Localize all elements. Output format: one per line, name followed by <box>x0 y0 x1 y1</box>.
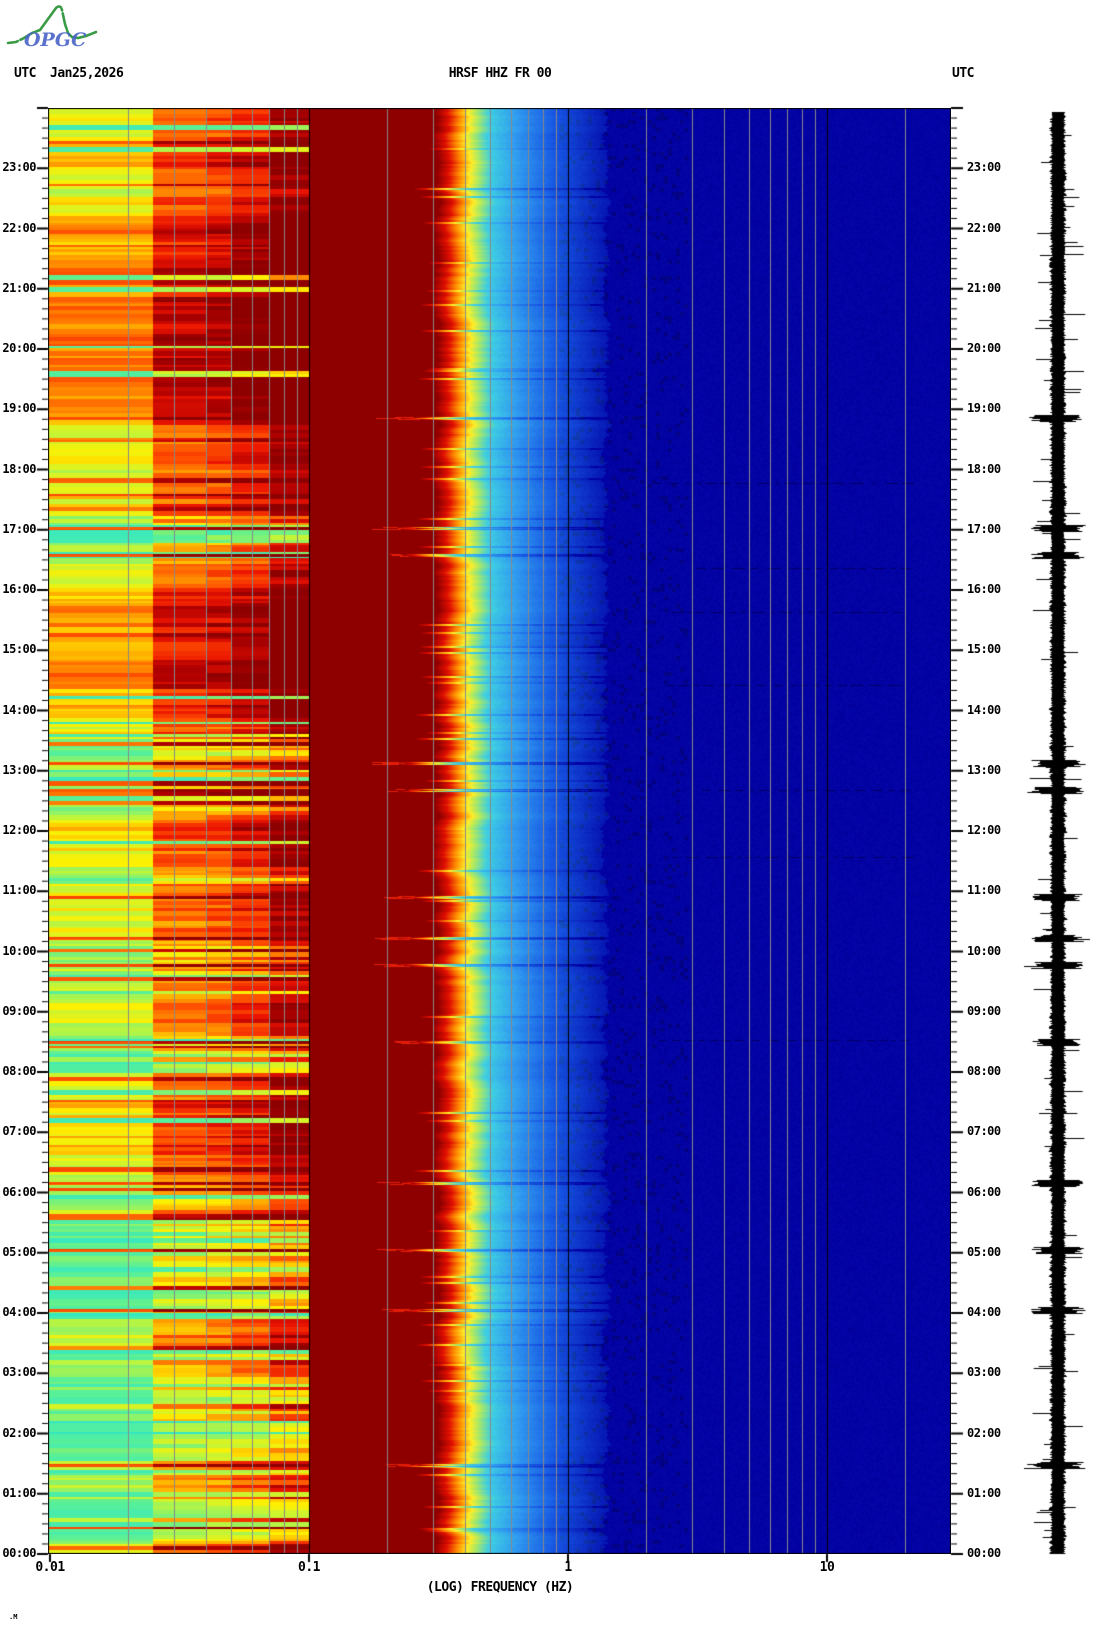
time-label-left: 18:00 <box>2 461 36 476</box>
time-label-right: 00:00 <box>967 1546 1001 1560</box>
time-label-left: 09:00 <box>2 1003 36 1018</box>
time-label-left: 05:00 <box>2 1244 36 1259</box>
time-label-right: 03:00 <box>967 1365 1001 1380</box>
time-label-left: 21:00 <box>2 280 36 295</box>
time-label-left: 07:00 <box>2 1124 36 1139</box>
time-label-left: 03:00 <box>2 1365 36 1380</box>
time-label-left: 17:00 <box>2 521 36 536</box>
time-label-left: 12:00 <box>2 823 36 837</box>
time-label-right: 06:00 <box>967 1184 1001 1199</box>
time-label-right: 04:00 <box>967 1305 1001 1319</box>
time-label-left: 04:00 <box>2 1305 36 1319</box>
time-label-right: 10:00 <box>967 943 1001 958</box>
frequency-axis-title: (LOG) FREQUENCY (HZ) <box>426 1580 574 1595</box>
time-label-left: 10:00 <box>2 943 36 958</box>
time-label-right: 18:00 <box>967 461 1001 476</box>
time-label-left: 02:00 <box>2 1425 36 1440</box>
frequency-tick-label: 10 <box>819 1560 835 1575</box>
time-label-right: 02:00 <box>967 1425 1001 1440</box>
time-label-left: 20:00 <box>2 341 36 355</box>
time-label-right: 11:00 <box>967 883 1001 898</box>
time-label-right: 16:00 <box>967 582 1001 596</box>
time-label-right: 12:00 <box>967 823 1001 837</box>
time-label-right: 22:00 <box>967 220 1001 235</box>
time-label-left: 11:00 <box>2 883 36 898</box>
time-label-left: 08:00 <box>2 1064 36 1078</box>
time-label-right: 05:00 <box>967 1244 1001 1259</box>
time-label-left: 23:00 <box>2 160 36 175</box>
seismogram-trace <box>1008 96 1102 1566</box>
time-label-right: 09:00 <box>967 1003 1001 1018</box>
time-label-right: 08:00 <box>967 1064 1001 1078</box>
time-label-right: 15:00 <box>967 642 1001 657</box>
time-label-right: 13:00 <box>967 762 1001 777</box>
time-label-right: 21:00 <box>967 280 1001 295</box>
time-label-right: 23:00 <box>967 160 1001 175</box>
time-label-right: 01:00 <box>967 1485 1001 1500</box>
footnote-glyph: .M <box>9 1613 18 1621</box>
time-label-right: 07:00 <box>967 1124 1001 1139</box>
time-label-right: 14:00 <box>967 702 1001 717</box>
frequency-tick-label: 0.01 <box>35 1560 65 1575</box>
time-label-left: 06:00 <box>2 1184 36 1199</box>
frequency-tick-label: 1 <box>564 1560 572 1575</box>
time-label-left: 13:00 <box>2 762 36 777</box>
time-label-left: 01:00 <box>2 1485 36 1500</box>
time-label-left: 15:00 <box>2 642 36 657</box>
time-label-left: 00:00 <box>2 1546 36 1560</box>
frequency-tick-label: 0.1 <box>298 1560 320 1575</box>
time-label-left: 22:00 <box>2 220 36 235</box>
time-label-right: 19:00 <box>967 401 1001 416</box>
time-label-right: 17:00 <box>967 521 1001 536</box>
time-label-right: 20:00 <box>967 341 1001 355</box>
spectrogram-canvas <box>48 108 951 1554</box>
time-label-left: 16:00 <box>2 582 36 596</box>
time-label-left: 19:00 <box>2 401 36 416</box>
time-label-left: 14:00 <box>2 702 36 717</box>
